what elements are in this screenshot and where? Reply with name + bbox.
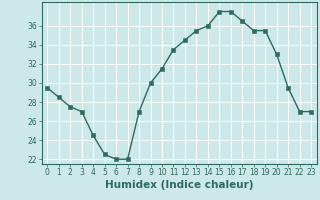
X-axis label: Humidex (Indice chaleur): Humidex (Indice chaleur) bbox=[105, 180, 253, 190]
